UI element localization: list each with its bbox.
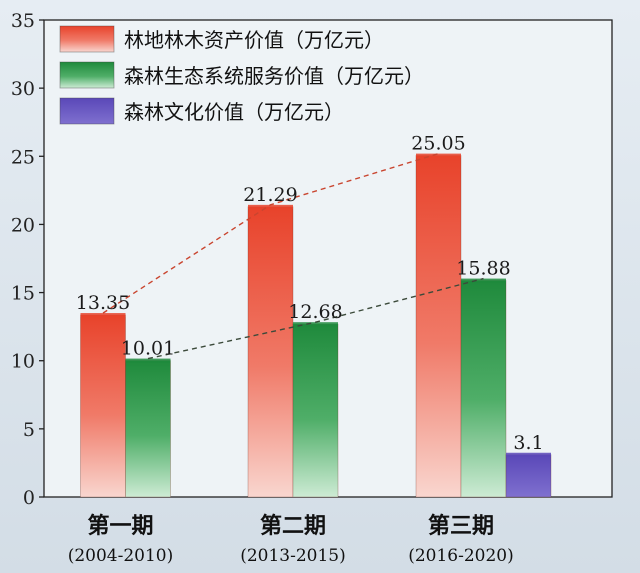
y-tick-label: 20 xyxy=(11,214,35,236)
trend-line-series-2 xyxy=(147,277,484,360)
data-label: 12.68 xyxy=(288,301,342,323)
x-category-label: 第一期 xyxy=(87,513,153,539)
bar-series-2-3 xyxy=(460,280,507,498)
bar-series-1-2 xyxy=(247,206,294,498)
x-category-label: 第三期 xyxy=(428,513,494,539)
data-label: 25.05 xyxy=(411,133,465,155)
trend-lines xyxy=(102,152,484,360)
y-tick-label: 5 xyxy=(23,419,35,441)
x-axis: 第一期 (2004-2010) 第二期 (2013-2015) 第三期 (2016-202… xyxy=(68,513,514,566)
bar-series-1-1 xyxy=(80,314,126,498)
y-axis: 0 5 10 15 20 25 30 35 xyxy=(11,10,44,509)
bar-series-1-3 xyxy=(415,155,462,498)
y-tick-label: 30 xyxy=(11,78,35,100)
legend-swatch-series-2 xyxy=(59,61,115,89)
legend-swatch-series-3 xyxy=(59,97,115,125)
y-tick-label: 25 xyxy=(11,146,35,168)
x-category-label: 第二期 xyxy=(260,513,326,539)
bar-cap xyxy=(125,358,171,363)
legend-label-series-1: 林地林木资产价值（万亿元） xyxy=(124,28,384,52)
bar-cap xyxy=(80,313,126,318)
y-tick-label: 0 xyxy=(23,487,35,509)
x-category-period: (2016-2020) xyxy=(408,546,514,566)
legend-label-series-3: 森林文化价值（万亿元） xyxy=(124,100,344,124)
bar-cap xyxy=(248,204,293,209)
bars xyxy=(80,153,552,498)
legend-label-series-2: 森林生态系统服务价值（万亿元） xyxy=(124,64,424,88)
x-category-period: (2013-2015) xyxy=(240,546,346,566)
bar-cap xyxy=(293,322,338,327)
bar-cap xyxy=(416,153,461,158)
data-label: 15.88 xyxy=(456,258,510,280)
bar-series-3-3 xyxy=(505,454,552,498)
y-tick-label: 10 xyxy=(11,351,35,373)
bar-series-2-1 xyxy=(125,360,171,498)
data-label: 10.01 xyxy=(121,338,175,360)
y-tick-label: 15 xyxy=(11,283,35,305)
data-label: 13.35 xyxy=(76,292,130,314)
y-tick-label: 35 xyxy=(11,10,35,32)
trend-line-series-1 xyxy=(102,152,439,314)
legend: 林地林木资产价值（万亿元） 森林生态系统服务价值（万亿元） 森林文化价值（万亿元） xyxy=(59,25,424,125)
bar-cap xyxy=(461,278,506,283)
data-label: 21.29 xyxy=(243,184,297,206)
bar-cap xyxy=(506,452,551,457)
data-label: 3.1 xyxy=(513,432,543,454)
data-labels: 13.35 21.29 25.05 10.01 12.68 15.88 3.1 xyxy=(76,133,544,454)
bar-series-2-2 xyxy=(292,323,339,498)
legend-swatch-series-1 xyxy=(59,25,115,53)
x-category-period: (2004-2010) xyxy=(68,546,174,566)
